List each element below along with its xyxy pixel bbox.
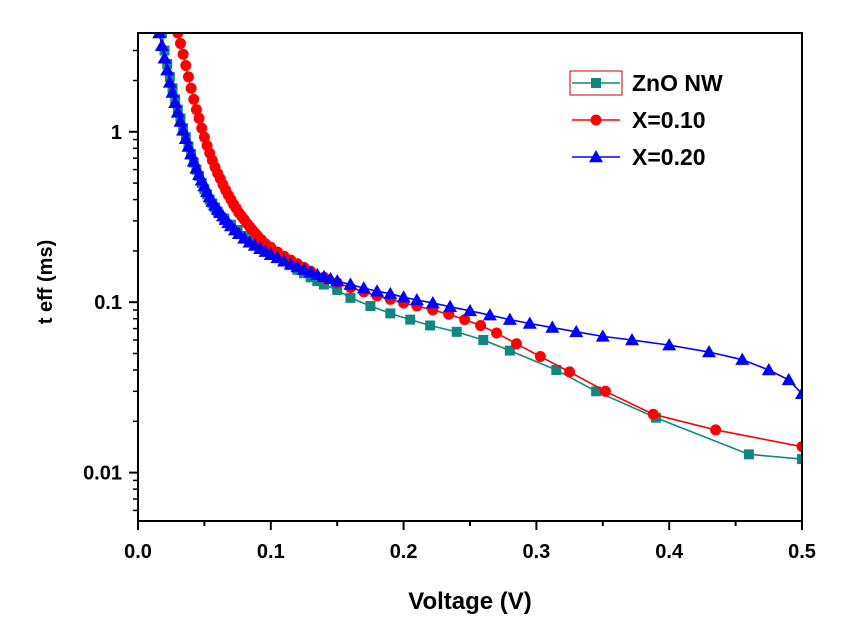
data-point: [491, 327, 503, 339]
legend-selection-box: [569, 70, 623, 96]
data-point: [478, 335, 489, 346]
data-point: [383, 286, 398, 300]
data-point: [735, 352, 750, 365]
x-tick-label: 0.1: [257, 541, 285, 563]
x-tick-label: 0.2: [390, 541, 418, 563]
data-point: [198, 131, 210, 143]
data-point: [182, 71, 194, 83]
data-point: [318, 279, 329, 290]
data-point: [781, 372, 796, 386]
data-point: [591, 386, 602, 397]
series-2: [152, 33, 802, 400]
data-point: [190, 104, 202, 116]
data-point: [193, 112, 205, 124]
data-point: [662, 338, 677, 351]
data-point: [385, 308, 396, 319]
data-point: [170, 105, 185, 118]
data-point: [569, 324, 584, 338]
legend: ZnO NW X=0.10 X=0.20: [569, 70, 723, 170]
data-point: [176, 123, 191, 136]
data-point: [761, 363, 776, 376]
legend-label: X=0.20: [632, 144, 706, 170]
data-point: [743, 449, 754, 460]
data-point: [332, 284, 343, 295]
data-point: [396, 290, 411, 303]
x-tick-label: 0.0: [124, 541, 152, 563]
data-point: [165, 85, 180, 98]
data-point: [154, 38, 169, 51]
data-point: [157, 51, 172, 64]
data-point: [482, 308, 497, 321]
data-point: [475, 319, 487, 331]
x-tick-label: 0.4: [655, 541, 684, 563]
legend-label: ZnO NW: [632, 70, 723, 96]
data-point: [343, 277, 358, 290]
x-tick-label: 0.3: [522, 541, 550, 563]
data-point: [345, 292, 356, 303]
data-point: [425, 295, 440, 309]
y-tick-label: 1: [111, 122, 122, 144]
data-point: [409, 293, 424, 306]
data-point: [174, 37, 186, 49]
data-point: [502, 312, 517, 325]
series-layer: [152, 33, 802, 465]
data-point: [797, 454, 802, 465]
data-point: [152, 33, 167, 39]
data-point: [551, 365, 562, 376]
data-point: [172, 33, 184, 39]
data-point: [522, 316, 537, 329]
legend-label: X=0.10: [632, 107, 706, 133]
data-point: [160, 63, 175, 76]
data-point: [625, 333, 640, 346]
data-point: [710, 424, 722, 436]
legend-marker: [590, 114, 602, 126]
legend-marker: [591, 78, 601, 88]
data-point: [595, 329, 610, 342]
data-point: [196, 122, 208, 134]
data-point: [795, 386, 802, 400]
data-point: [463, 303, 477, 317]
x-tick-label: 0.5: [788, 541, 816, 563]
data-point: [564, 366, 576, 378]
data-point: [177, 48, 189, 60]
data-point: [173, 114, 188, 127]
data-point: [647, 408, 659, 420]
legend-item: ZnO NW: [572, 70, 723, 96]
data-point: [545, 320, 560, 333]
data-point: [168, 95, 183, 109]
data-point: [425, 320, 436, 331]
data-point: [510, 338, 522, 350]
data-point: [180, 59, 192, 71]
legend-item: X=0.20: [572, 144, 706, 170]
data-point: [356, 281, 371, 294]
data-point: [330, 274, 345, 287]
data-point: [405, 314, 416, 325]
data-point: [504, 345, 515, 356]
data-point: [796, 441, 802, 453]
data-point: [185, 82, 197, 94]
data-point: [162, 75, 177, 88]
data-point: [370, 284, 385, 297]
x-axis-title: Voltage (V): [408, 588, 532, 615]
axis-layer: 0.0 0.1 0.2 0.3 0.4 0.5 0.01 0.1 1: [83, 49, 816, 563]
legend-item: X=0.10: [572, 107, 706, 133]
data-point: [702, 345, 717, 358]
data-point: [188, 93, 200, 105]
data-point: [599, 385, 611, 397]
data-point: [534, 351, 546, 363]
data-point: [451, 326, 462, 337]
data-point: [312, 276, 323, 287]
y-tick-label: 0.1: [94, 292, 122, 314]
data-point: [365, 300, 376, 311]
y-axis-title: t eff (ms): [35, 240, 57, 324]
y-tick-label: 0.01: [83, 463, 122, 485]
legend-marker: [589, 150, 603, 163]
data-point: [443, 299, 458, 313]
data-point: [459, 314, 471, 326]
